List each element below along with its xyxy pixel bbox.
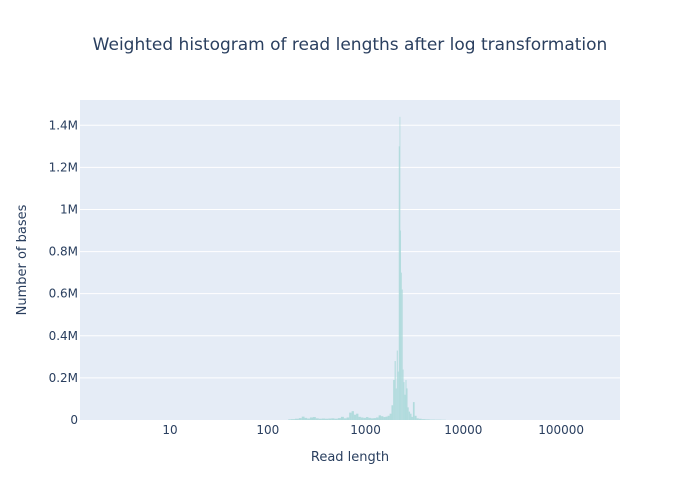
histogram-bar	[325, 418, 329, 420]
histogram-bar	[418, 418, 422, 420]
histogram-bar	[393, 380, 395, 420]
histogram-bar	[410, 413, 412, 420]
histogram-bar	[411, 416, 413, 420]
x-axis-title: Read length	[311, 450, 389, 465]
histogram-bar	[337, 418, 341, 420]
histogram-bar	[385, 416, 388, 420]
histogram-bar	[363, 417, 366, 420]
plot-background	[80, 100, 620, 420]
histogram-bar	[400, 230, 402, 420]
y-tick-label: 0.4M	[49, 329, 78, 343]
histogram-bar	[376, 417, 379, 420]
x-tick-label: 10000	[444, 423, 482, 437]
histogram-bar	[397, 371, 399, 420]
x-tick-label: 1000	[350, 423, 381, 437]
histogram-bar	[389, 413, 392, 420]
histogram-bar	[408, 411, 411, 420]
histogram-bar	[399, 116, 401, 420]
histogram-bar	[395, 388, 397, 420]
histogram-bar	[368, 417, 371, 420]
histogram-bar	[334, 418, 338, 420]
histogram-bar	[343, 418, 347, 420]
histogram-bar	[387, 415, 390, 420]
x-tick-label: 10	[162, 423, 177, 437]
y-axis-ticks: 0 0.2M 0.4M 0.6M 0.8M 1M 1.2M 1.4M	[49, 118, 78, 427]
y-tick-label: 0.6M	[49, 287, 78, 301]
histogram-bar	[378, 415, 382, 420]
histogram-bar	[401, 289, 403, 420]
histogram-bar	[304, 417, 308, 420]
histogram-bars	[288, 116, 446, 420]
histogram-bar	[309, 417, 313, 420]
histogram-bar	[396, 350, 398, 420]
y-axis-title: Number of bases	[15, 204, 30, 315]
histogram-bar	[328, 418, 332, 420]
histogram-bar	[412, 402, 415, 420]
histogram-bar	[321, 418, 326, 420]
histogram-bar	[288, 419, 291, 420]
histogram-bar	[360, 417, 364, 420]
x-tick-label: 100000	[538, 423, 584, 437]
y-tick-label: 1.2M	[49, 160, 78, 174]
gridlines	[80, 124, 620, 379]
histogram-bar	[346, 417, 350, 420]
histogram-bar	[421, 419, 426, 420]
histogram-bar	[301, 416, 305, 420]
histogram-bar	[381, 416, 384, 420]
y-tick-label: 0	[70, 413, 78, 427]
histogram-bar	[394, 361, 396, 420]
histogram-bar	[358, 416, 361, 420]
histogram-bar	[370, 418, 374, 420]
histogram-bar	[398, 146, 400, 420]
histogram-bar	[298, 418, 302, 420]
x-tick-label: 100	[256, 423, 279, 437]
histogram-bar	[416, 418, 419, 420]
y-tick-label: 1M	[60, 202, 78, 216]
histogram-bar	[402, 369, 404, 420]
histogram-bar	[349, 412, 352, 420]
histogram-bar	[351, 411, 354, 420]
histogram-bar	[407, 407, 409, 420]
histogram-bar	[400, 272, 402, 420]
histogram-bar	[403, 382, 405, 420]
histogram-bar	[425, 419, 430, 420]
y-tick-label: 0.8M	[49, 245, 78, 259]
histogram-bar	[290, 419, 296, 420]
histogram-bar	[312, 417, 316, 420]
histogram-bar	[383, 417, 386, 420]
chart-title: Weighted histogram of read lengths after…	[93, 35, 608, 55]
histogram-bar	[356, 413, 359, 420]
histogram-bar	[353, 414, 357, 420]
histogram-bar	[340, 416, 344, 420]
histogram-bar	[331, 418, 335, 420]
histogram-bar	[373, 418, 377, 420]
histogram-bar	[307, 418, 310, 420]
histogram-bar	[404, 394, 406, 420]
histogram-bar	[318, 418, 322, 420]
x-axis-ticks: 10 100 1000 10000 100000	[162, 423, 584, 437]
histogram-bar	[405, 380, 407, 420]
histogram-bar	[414, 415, 417, 420]
histogram-bar	[391, 405, 394, 420]
histogram-bar	[365, 417, 369, 420]
histogram-bar	[315, 418, 319, 420]
y-tick-label: 1.4M	[49, 118, 78, 132]
histogram-bar	[406, 388, 408, 420]
histogram-bar	[295, 418, 299, 420]
y-tick-label: 0.2M	[49, 371, 78, 385]
